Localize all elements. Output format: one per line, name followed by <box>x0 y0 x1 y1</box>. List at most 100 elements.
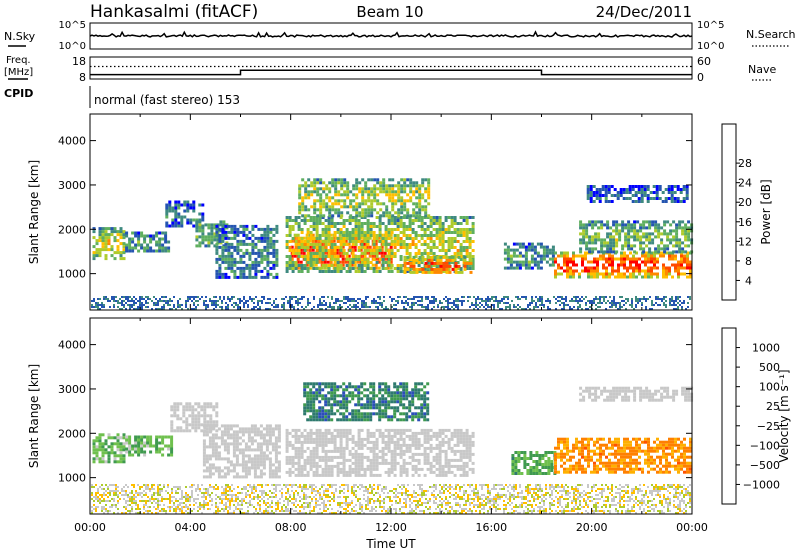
heatmap-cell <box>140 246 144 250</box>
heatmap-cell <box>101 227 105 231</box>
heatmap-cell <box>414 261 418 264</box>
heatmap-cell <box>417 249 421 252</box>
heatmap-cell <box>374 242 378 246</box>
heatmap-cell <box>104 257 108 261</box>
heatmap-cell <box>251 260 255 264</box>
heatmap-cell <box>239 224 243 228</box>
heatmap-cell <box>336 228 340 231</box>
heatmap-cell <box>426 452 430 456</box>
clutter-cell <box>431 296 433 298</box>
heatmap-cell <box>191 417 195 421</box>
heatmap-cell <box>218 257 222 261</box>
clutter-cell <box>175 308 177 310</box>
heatmap-cell <box>110 254 114 258</box>
heatmap-cell <box>342 467 346 471</box>
clutter-cell <box>243 302 245 304</box>
heatmap-cell <box>624 238 628 242</box>
heatmap-cell <box>312 225 316 228</box>
heatmap-cell <box>667 191 671 194</box>
heatmap-cell <box>415 211 419 215</box>
heatmap-cell <box>411 228 415 231</box>
heatmap-cell <box>307 190 311 194</box>
heatmap-cell <box>269 272 273 276</box>
heatmap-cell <box>369 440 373 444</box>
heatmap-cell <box>310 181 314 185</box>
heatmap-cell <box>309 255 313 258</box>
heatmap-cell <box>630 244 634 248</box>
heatmap-cell <box>202 424 206 428</box>
clutter-cell <box>463 300 465 302</box>
heatmap-cell <box>438 249 442 252</box>
heatmap-cell <box>408 258 412 261</box>
heatmap-cell <box>229 427 233 431</box>
clutter-cell <box>665 306 667 308</box>
heatmap-cell <box>315 437 319 441</box>
clutter-cell <box>675 298 677 300</box>
clutter-cell <box>119 298 121 300</box>
heatmap-cell <box>143 444 147 448</box>
heatmap-cell <box>221 233 225 237</box>
heatmap-cell <box>291 252 295 255</box>
heatmap-cell <box>303 461 307 465</box>
heatmap-cell <box>306 255 310 258</box>
heatmap-cell <box>411 464 415 468</box>
heatmap-cell <box>179 429 183 433</box>
clutter-cell <box>681 302 683 304</box>
clutter-cell <box>275 306 277 308</box>
heatmap-cell <box>345 243 349 246</box>
heatmap-cell <box>297 216 301 219</box>
heatmap-cell <box>387 252 391 255</box>
heatmap-cell <box>164 234 168 238</box>
heatmap-cell <box>421 193 425 197</box>
clutter-cell <box>467 300 469 302</box>
heatmap-cell <box>233 272 237 276</box>
clutter-cell <box>603 298 605 300</box>
clutter-cell <box>559 304 561 306</box>
heatmap-cell <box>285 240 289 243</box>
clutter-cell <box>303 308 305 310</box>
heatmap-cell <box>321 458 325 462</box>
heatmap-cell <box>651 241 655 245</box>
heatmap-cell <box>427 184 431 188</box>
heatmap-cell <box>158 441 162 445</box>
heatmap-cell <box>224 224 228 228</box>
heatmap-cell <box>463 258 467 262</box>
heatmap-cell <box>155 240 159 244</box>
heatmap-cell <box>213 223 217 227</box>
heatmap-cell <box>403 267 407 271</box>
heatmap-cell <box>591 220 595 224</box>
clutter-cell <box>557 300 559 302</box>
heatmap-cell <box>423 455 427 459</box>
heatmap-cell <box>512 266 516 270</box>
heatmap-cell <box>272 275 276 279</box>
heatmap-cell <box>471 240 475 243</box>
heatmap-cell <box>378 231 382 234</box>
heatmap-cell <box>391 205 395 209</box>
heatmap-cell <box>304 187 308 191</box>
clutter-cell <box>489 306 491 308</box>
clutter-cell <box>679 300 681 302</box>
heatmap-cell <box>604 194 608 197</box>
clutter-cell <box>677 308 679 310</box>
clutter-cell <box>657 298 659 300</box>
clutter-cell <box>457 306 459 308</box>
clutter-cell <box>287 302 289 304</box>
heatmap-cell <box>251 263 255 267</box>
heatmap-cell <box>589 197 593 200</box>
heatmap-cell <box>447 216 451 219</box>
heatmap-cell <box>250 457 254 461</box>
heatmap-cell <box>619 191 623 194</box>
clutter-cell <box>635 298 637 300</box>
heatmap-cell <box>644 251 647 255</box>
heatmap-cell <box>354 440 358 444</box>
heatmap-cell <box>253 475 257 479</box>
clutter-cell <box>529 304 531 306</box>
clutter-cell <box>577 302 579 304</box>
heatmap-cell <box>397 181 401 185</box>
clutter-cell <box>381 306 383 308</box>
heatmap-cell <box>372 222 376 225</box>
heatmap-cell <box>393 240 397 243</box>
clutter-cell <box>243 298 245 300</box>
heatmap-cell <box>604 188 608 191</box>
heatmap-cell <box>378 449 382 453</box>
